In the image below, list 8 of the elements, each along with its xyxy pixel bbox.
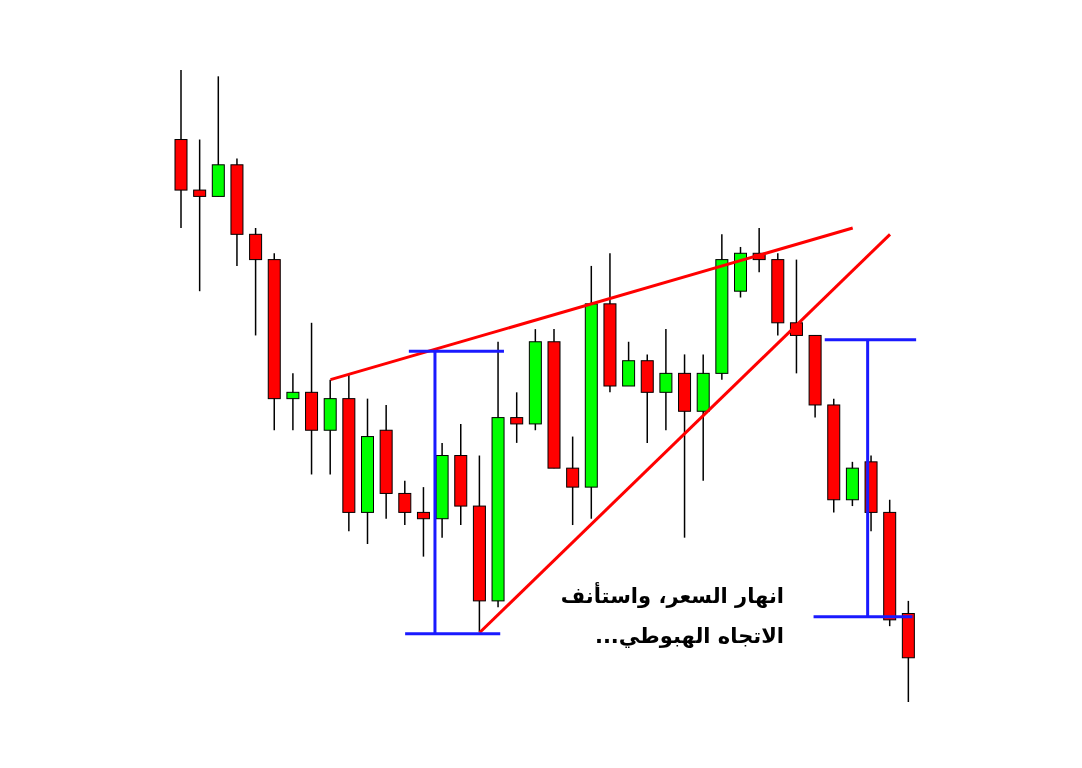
candlestick bbox=[659, 328, 673, 431]
candlestick bbox=[510, 391, 524, 444]
candlestick bbox=[566, 435, 580, 526]
candlestick bbox=[286, 372, 300, 431]
candlestick bbox=[193, 138, 207, 292]
candlestick bbox=[416, 486, 430, 558]
candlestick bbox=[398, 480, 412, 526]
annotation: انهار السعر، واستأنف الاتجاه الهبوطي... bbox=[560, 581, 784, 650]
